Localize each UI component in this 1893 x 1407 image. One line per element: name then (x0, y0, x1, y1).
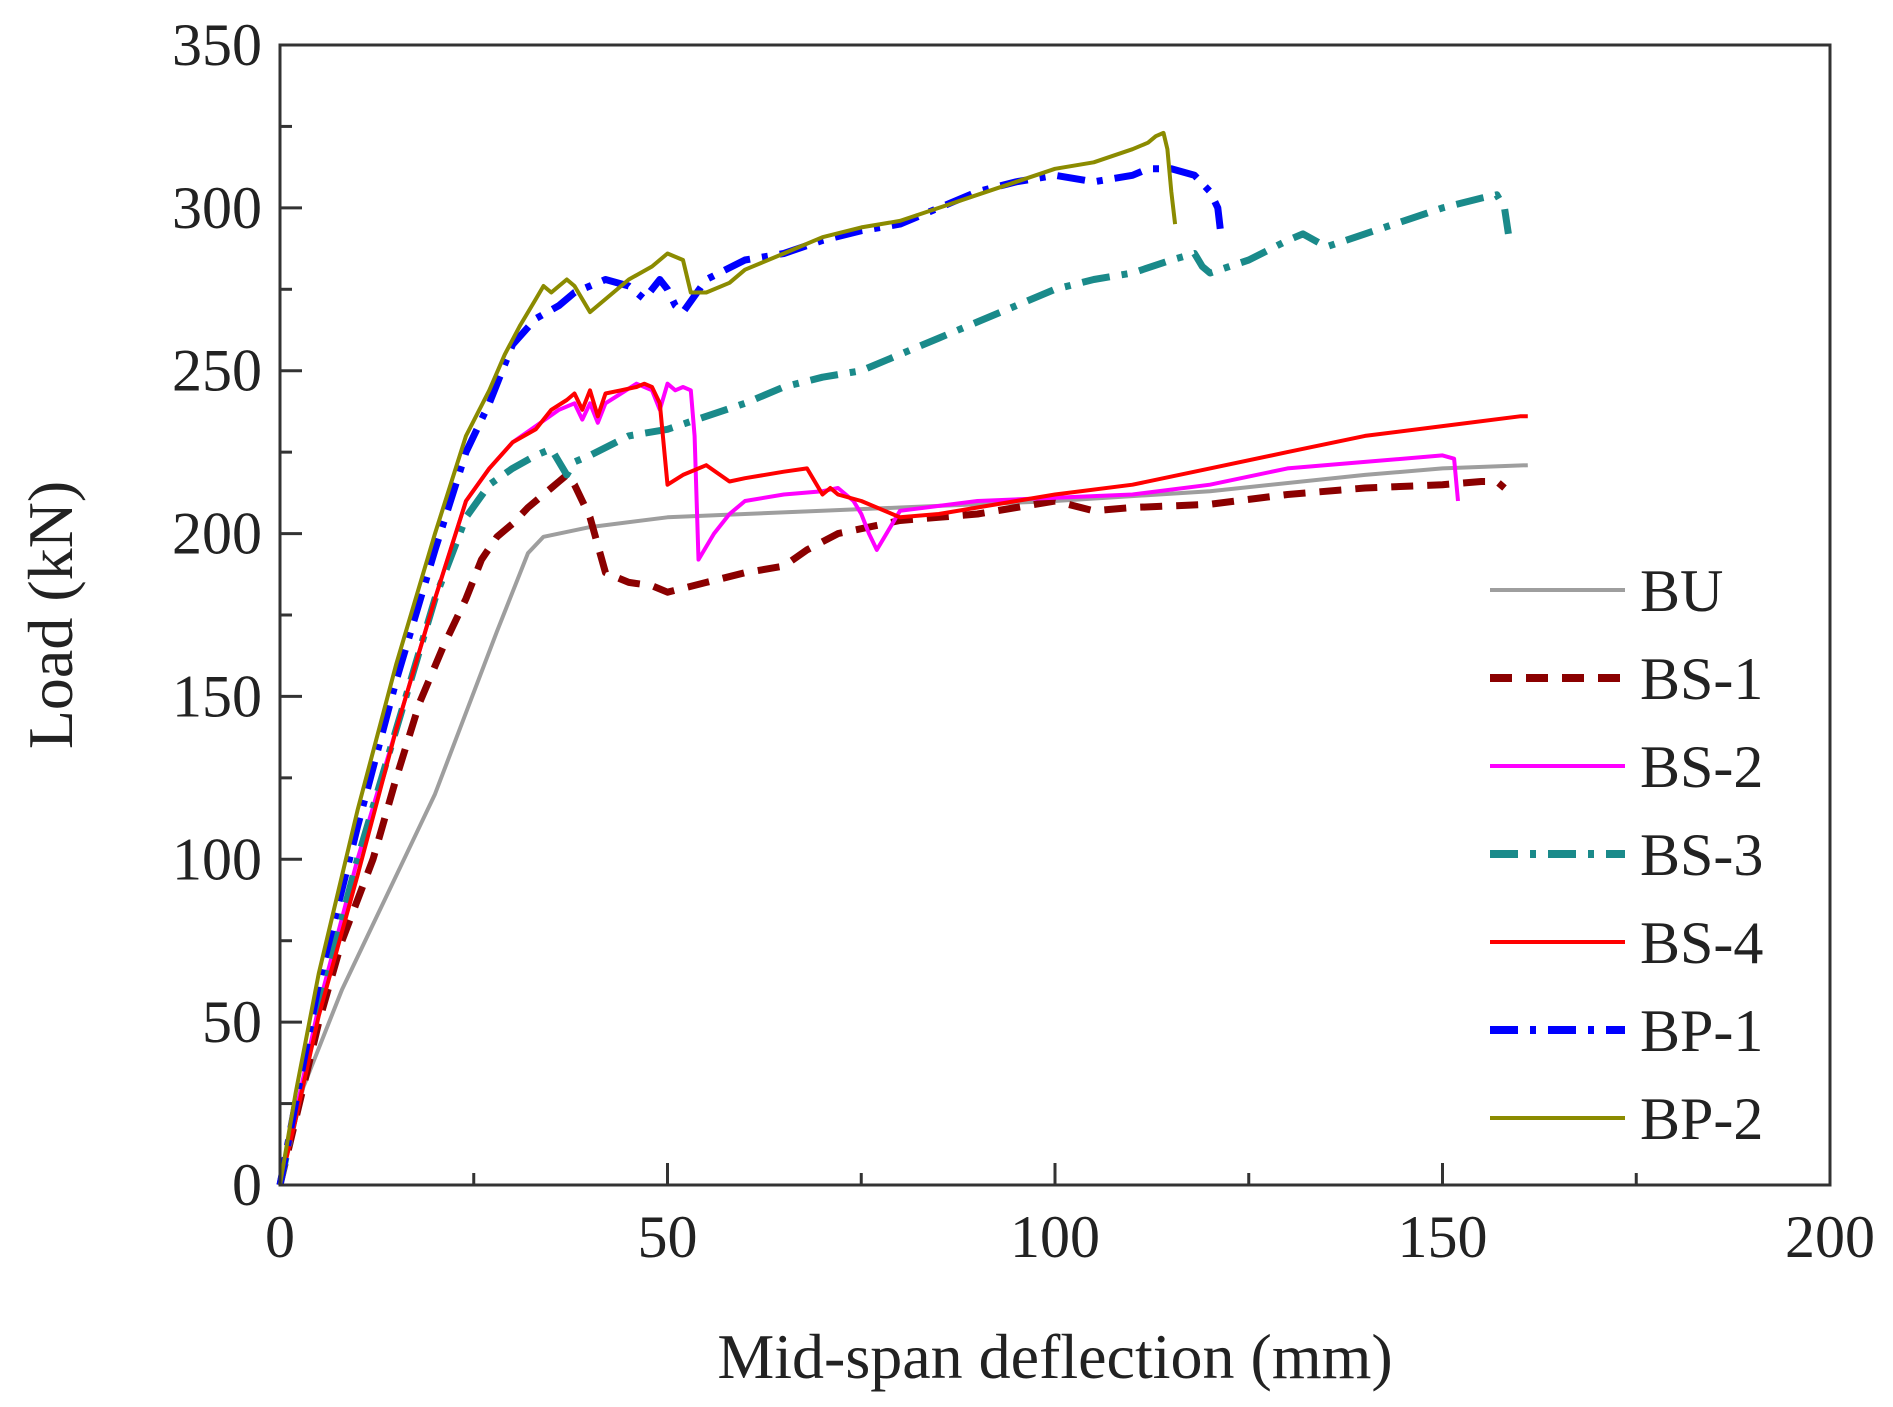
y-tick-label: 250 (172, 338, 262, 404)
legend-label-bs-2: BS-2 (1640, 734, 1763, 800)
legend: BU BS-1 BS-2 BS-3 BS-4 BP-1 BP-2 (1490, 558, 1763, 1152)
plot-frame (278, 43, 1832, 1187)
legend-label-bs-1: BS-1 (1640, 646, 1763, 712)
y-axis-title: Load (kN) (15, 481, 86, 749)
y-tick-label: 0 (232, 1152, 262, 1218)
legend-label-bs-4: BS-4 (1640, 910, 1763, 976)
series-layer (276, 130, 1528, 1186)
legend-label-bs-3: BS-3 (1640, 822, 1763, 888)
y-tick-label: 150 (172, 663, 262, 729)
series-line-bs-1 (276, 471, 1507, 1186)
x-tick-label: 0 (265, 1204, 295, 1270)
series-line-bp-2 (278, 130, 1178, 1186)
y-tick-label: 350 (172, 12, 262, 78)
series-line-bp-1 (276, 165, 1226, 1186)
y-tick-label: 200 (172, 501, 262, 567)
legend-label-bp-2: BP-2 (1640, 1086, 1763, 1152)
legend-label-bp-1: BP-1 (1640, 998, 1763, 1064)
legend-label-bu: BU (1640, 558, 1723, 624)
y-tick-label: 50 (202, 989, 262, 1055)
series-line-bs-4 (278, 381, 1528, 1186)
y-tick-label: 100 (172, 826, 262, 892)
x-tick-label: 50 (638, 1204, 698, 1270)
x-tick-label: 100 (1010, 1204, 1100, 1270)
y-tick-label: 300 (172, 175, 262, 241)
x-tick-label: 150 (1398, 1204, 1488, 1270)
series-line-bs-3 (276, 191, 1512, 1186)
series-line-bu (278, 463, 1528, 1186)
x-tick-label: 200 (1785, 1204, 1875, 1270)
ticks-layer: 0 50 100 150 200 0 50 100 150 200 250 300 350 (172, 12, 1875, 1270)
x-axis-title: Mid-span deflection (mm) (717, 1321, 1392, 1392)
